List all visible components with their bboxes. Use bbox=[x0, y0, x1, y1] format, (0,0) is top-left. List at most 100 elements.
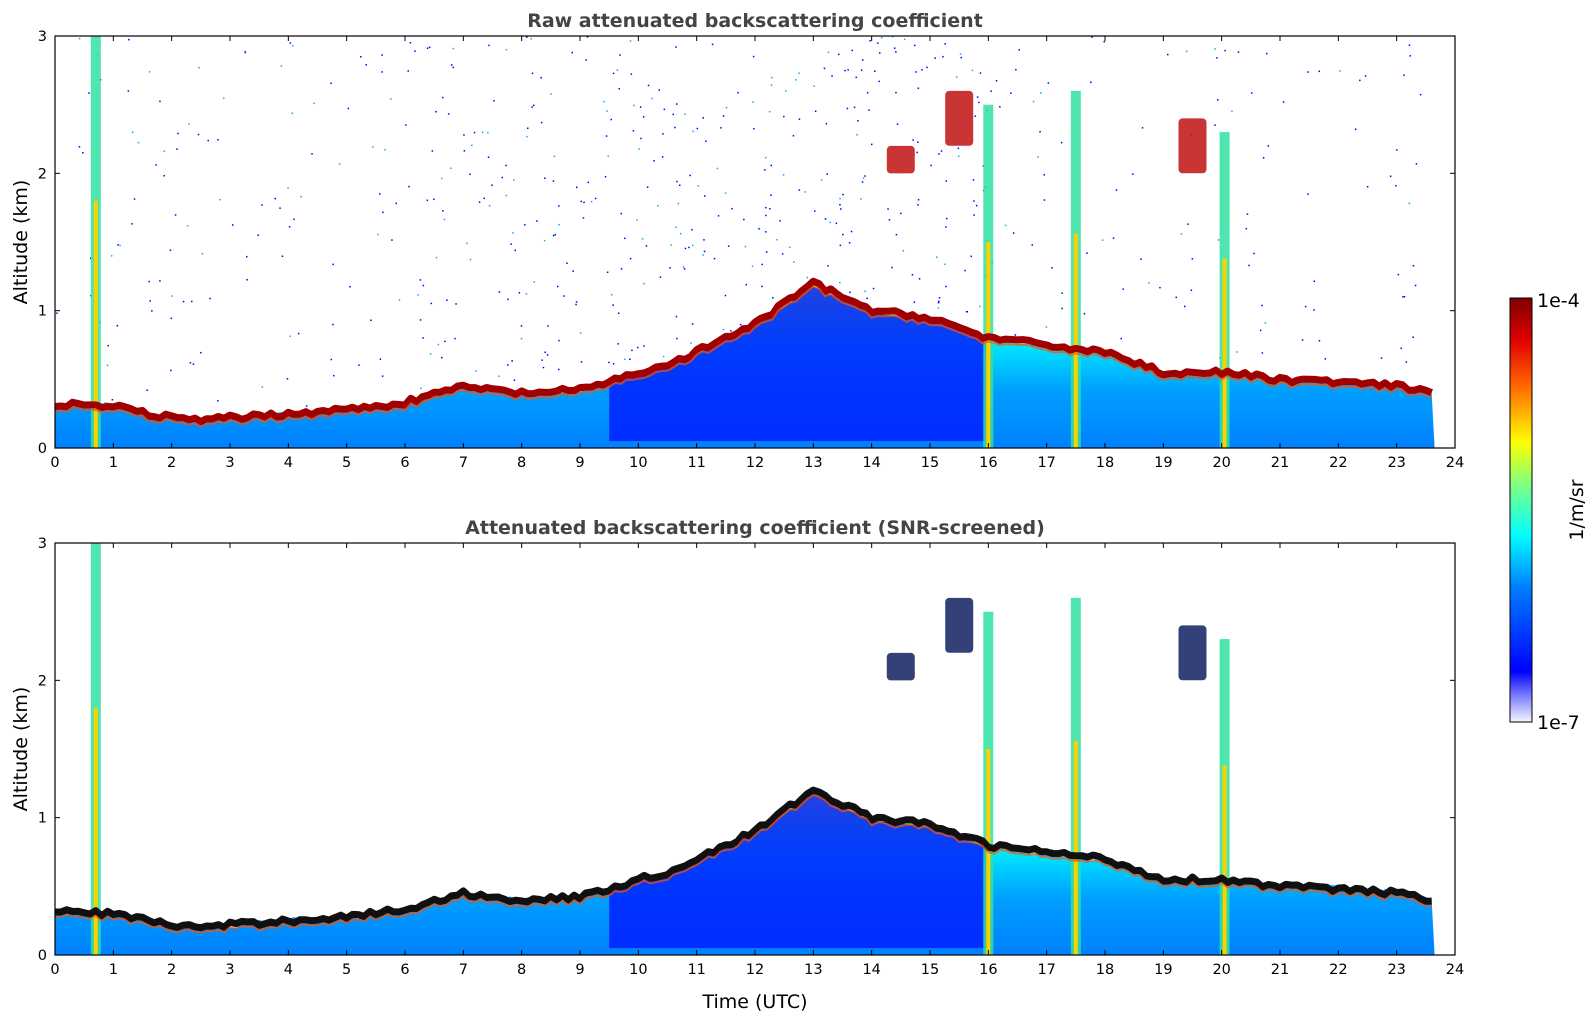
noise-speck bbox=[1132, 173, 1134, 175]
noise-speck bbox=[893, 47, 896, 49]
noise-speck bbox=[696, 127, 699, 130]
noise-speck bbox=[1366, 186, 1369, 188]
noise-speck bbox=[487, 156, 490, 158]
noise-speck bbox=[586, 36, 589, 38]
noise-speck bbox=[530, 38, 532, 40]
noise-speck bbox=[1083, 312, 1086, 315]
cloud-mark bbox=[886, 652, 915, 681]
noise-speck bbox=[944, 263, 946, 265]
noise-speck bbox=[842, 233, 844, 236]
noise-speck bbox=[612, 72, 615, 75]
noise-speck bbox=[1224, 49, 1226, 52]
noise-speck bbox=[979, 72, 982, 74]
noise-speck bbox=[454, 337, 456, 340]
aerosol-top-band bbox=[55, 786, 1432, 932]
precipitation-core bbox=[1222, 765, 1227, 955]
noise-speck bbox=[862, 59, 864, 61]
noise-speck bbox=[770, 194, 772, 196]
noise-speck bbox=[1304, 305, 1307, 308]
noise-speck bbox=[544, 351, 546, 353]
x-tick-label: 21 bbox=[1271, 455, 1289, 471]
noise-speck bbox=[604, 175, 607, 178]
noise-speck bbox=[1060, 141, 1063, 144]
noise-speck bbox=[839, 197, 841, 200]
noise-speck bbox=[505, 194, 508, 197]
noise-speck bbox=[390, 98, 392, 100]
noise-speck bbox=[1402, 296, 1404, 298]
x-tick-label: 0 bbox=[50, 962, 59, 978]
noise-speck bbox=[839, 281, 841, 284]
noise-speck bbox=[642, 116, 645, 118]
noise-speck bbox=[518, 292, 521, 294]
noise-speck bbox=[765, 251, 768, 253]
noise-speck bbox=[426, 199, 429, 202]
noise-speck bbox=[1045, 326, 1048, 328]
x-tick-label: 13 bbox=[804, 962, 822, 978]
noise-speck bbox=[414, 50, 416, 52]
noise-speck bbox=[840, 208, 842, 210]
x-tick-label: 22 bbox=[1329, 455, 1347, 471]
noise-speck bbox=[311, 153, 313, 155]
noise-speck bbox=[722, 115, 725, 117]
noise-speck bbox=[917, 204, 919, 206]
noise-speck bbox=[888, 219, 891, 221]
x-tick-label: 16 bbox=[979, 962, 997, 978]
noise-speck bbox=[583, 201, 585, 204]
noise-speck bbox=[217, 139, 219, 141]
noise-speck bbox=[372, 146, 374, 148]
noise-speck bbox=[814, 110, 817, 112]
noise-speck bbox=[1141, 127, 1144, 129]
noise-speck bbox=[110, 255, 113, 257]
noise-speck bbox=[643, 282, 645, 285]
noise-speck bbox=[1246, 213, 1249, 215]
noise-speck bbox=[585, 59, 587, 61]
noise-speck bbox=[1261, 352, 1264, 354]
noise-speck bbox=[1400, 347, 1402, 350]
noise-speck bbox=[169, 249, 172, 251]
noise-speck bbox=[131, 131, 134, 134]
noise-speck bbox=[727, 245, 730, 247]
noise-speck bbox=[447, 113, 450, 115]
noise-speck bbox=[900, 212, 902, 215]
noise-speck bbox=[186, 225, 189, 227]
noise-speck bbox=[511, 360, 513, 362]
noise-speck bbox=[149, 300, 151, 302]
plot-area bbox=[55, 543, 1455, 955]
noise-speck bbox=[117, 244, 119, 246]
noise-speck bbox=[188, 123, 190, 125]
noise-speck bbox=[510, 243, 512, 245]
noise-speck bbox=[944, 43, 946, 45]
noise-speck bbox=[1191, 258, 1194, 260]
noise-speck bbox=[90, 257, 92, 259]
noise-speck bbox=[261, 386, 264, 388]
cloud-mark bbox=[1178, 625, 1207, 681]
noise-speck bbox=[1175, 296, 1177, 299]
noise-speck bbox=[289, 42, 292, 44]
noise-speck bbox=[864, 175, 866, 177]
noise-speck bbox=[544, 177, 546, 179]
noise-speck bbox=[558, 368, 560, 371]
noise-speck bbox=[1010, 92, 1012, 94]
noise-speck bbox=[765, 214, 767, 217]
noise-speck bbox=[618, 87, 620, 90]
precipitation-streaks bbox=[90, 543, 1230, 955]
aerosol-top-edge bbox=[55, 285, 1433, 428]
x-tick-label: 12 bbox=[746, 962, 764, 978]
noise-speck bbox=[1395, 185, 1397, 187]
noise-speck bbox=[765, 231, 767, 233]
noise-speck bbox=[645, 245, 648, 247]
noise-speck bbox=[163, 150, 165, 153]
noise-speck bbox=[1122, 288, 1124, 290]
noise-speck bbox=[970, 255, 972, 258]
x-tick-label: 3 bbox=[225, 962, 234, 978]
noise-speck bbox=[610, 294, 613, 296]
noise-speck bbox=[608, 361, 610, 364]
noise-speck bbox=[333, 374, 335, 377]
noise-speck bbox=[1408, 202, 1411, 205]
noise-speck bbox=[441, 96, 444, 99]
noise-speck bbox=[725, 106, 728, 109]
panel-title: Raw attenuated backscattering coefficien… bbox=[527, 10, 983, 32]
noise-speck bbox=[918, 278, 921, 280]
noise-speck bbox=[219, 198, 221, 201]
noise-speck bbox=[657, 205, 659, 207]
